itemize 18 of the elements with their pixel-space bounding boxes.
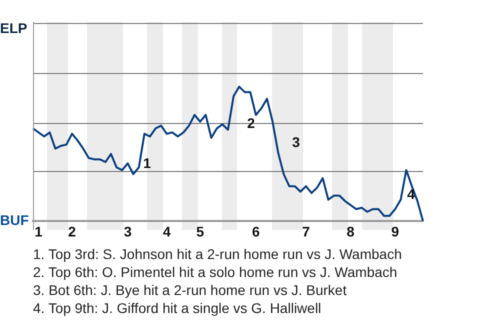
x-tick-label: 3 [124, 223, 132, 240]
x-tick-label: 6 [252, 223, 260, 240]
text: 4. Top 9th: J. Gifford hit a single vs G. Halliwell [33, 299, 322, 317]
text: 1. Top 3rd: S. Johnson hit a 2-run home run vs J. Wambach [33, 245, 402, 263]
x-tick-label: 8 [346, 223, 355, 240]
text: 3. Bot 6th: J. Bye hit a 2-run home run vs J. Burket [33, 281, 348, 299]
x-tick-label: 4 [162, 223, 171, 240]
annotation: 3 [292, 134, 300, 150]
x-tick-label: 2 [68, 223, 76, 240]
text: 2. Top 6th: O. Pimentel hit a solo home run vs J. Wambach [33, 263, 398, 281]
x-tick-label: 7 [302, 223, 310, 240]
x-tick-label: 5 [196, 223, 204, 240]
annotation: 1 [143, 155, 151, 171]
text: BUF [0, 212, 29, 228]
x-tick-label: 1 [34, 223, 43, 240]
x-tick-label: 9 [391, 223, 400, 240]
text: ELP [0, 20, 28, 36]
annotation: 4 [407, 186, 415, 202]
